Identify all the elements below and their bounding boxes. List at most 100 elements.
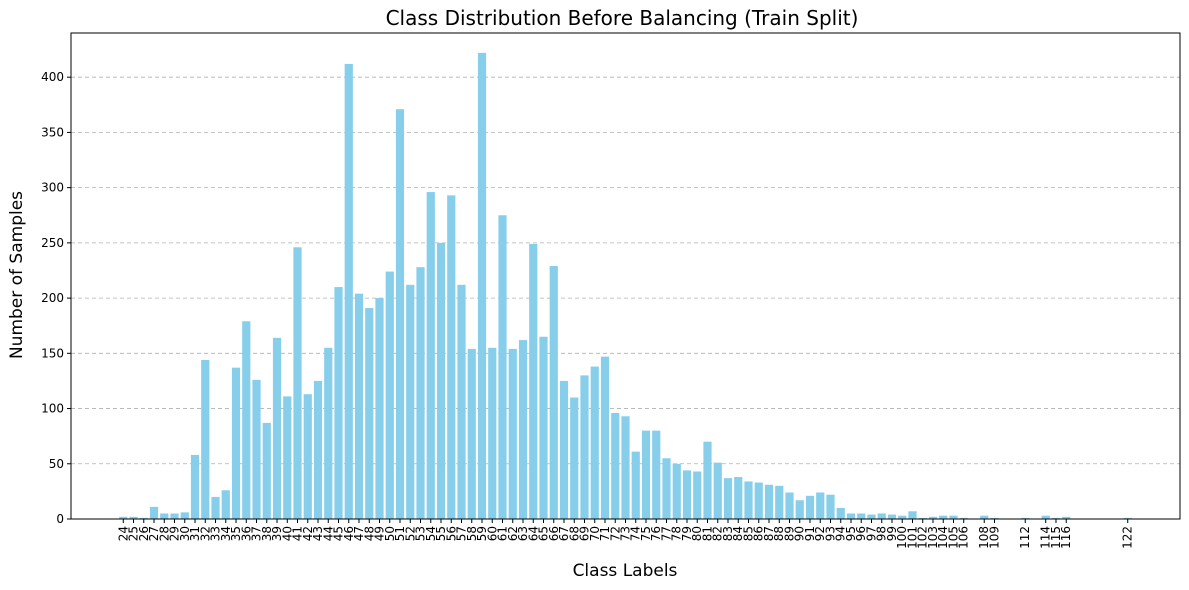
x-tick-label: 116 (1059, 526, 1073, 549)
x-tick-label: 92 (813, 526, 827, 541)
bar (744, 481, 753, 519)
bar (283, 396, 292, 519)
bar (190, 454, 200, 519)
bars (119, 52, 1132, 520)
bar (426, 192, 435, 519)
x-tick-label: 103 (926, 526, 940, 549)
bar (518, 340, 528, 519)
bar (262, 422, 271, 519)
x-tick-label: 85 (741, 526, 755, 541)
bar (467, 348, 476, 519)
bar (693, 471, 702, 519)
bar (498, 215, 507, 519)
x-tick-label: 48 (362, 526, 376, 541)
bar (898, 515, 907, 519)
x-tick-label: 59 (475, 526, 489, 541)
bar (375, 298, 384, 519)
bar (436, 242, 446, 519)
bar (1062, 516, 1071, 519)
bar (529, 243, 538, 519)
bar (457, 284, 466, 519)
bar (939, 515, 948, 519)
x-tick-label: 78 (670, 526, 684, 541)
x-tick-label: 72 (608, 526, 622, 541)
x-tick-label: 37 (250, 526, 264, 541)
x-tick-label: 97 (864, 526, 878, 541)
x-tick-label: 95 (844, 526, 858, 541)
bar (764, 484, 774, 519)
bar (293, 247, 302, 520)
bar (395, 109, 405, 520)
bar (539, 336, 548, 519)
bar (734, 477, 743, 519)
x-tick-label: 38 (260, 526, 274, 541)
x-tick-label: 79 (680, 526, 694, 541)
bar (600, 356, 610, 519)
bar (242, 321, 251, 519)
y-tick-label: 150 (41, 346, 64, 360)
x-tick-label: 36 (239, 526, 253, 541)
x-tick-label: 96 (854, 526, 868, 541)
x-axis-label: Class Labels (573, 561, 678, 581)
x-tick-label: 52 (403, 526, 417, 541)
bar (846, 513, 856, 519)
x-tick-label: 115 (1049, 526, 1063, 549)
x-tick-label: 74 (629, 526, 643, 541)
x-tick-label: 93 (823, 526, 837, 541)
x-tick-label: 99 (885, 526, 899, 541)
bar (385, 271, 394, 519)
x-tick-label: 56 (444, 526, 458, 541)
bar (826, 494, 835, 519)
bar (641, 430, 651, 519)
x-tick-label: 91 (803, 526, 817, 541)
bar (129, 516, 138, 519)
x-tick-label: 68 (567, 526, 581, 541)
bar (570, 397, 579, 519)
chart-title: Class Distribution Before Balancing (Tra… (386, 6, 859, 30)
x-tick-label: 83 (721, 526, 735, 541)
bar (580, 375, 589, 519)
x-tick-label: 81 (700, 526, 714, 541)
x-tick-label: 30 (178, 526, 192, 541)
bar (928, 516, 938, 519)
bar (652, 430, 661, 519)
bar (775, 485, 784, 519)
bar (918, 517, 927, 519)
x-tick-label: 86 (752, 526, 766, 541)
x-tick-label: 80 (690, 526, 704, 541)
bar (160, 513, 169, 519)
bar (805, 495, 815, 519)
bar (590, 366, 599, 519)
x-tick-label: 89 (782, 526, 796, 541)
y-tick-label: 0 (56, 512, 64, 526)
bar (713, 462, 722, 519)
y-tick-label: 250 (41, 236, 64, 250)
bar (662, 458, 671, 519)
x-tick-label: 28 (157, 526, 171, 541)
x-tick-label: 46 (342, 526, 356, 541)
bar (1123, 517, 1132, 519)
x-tick-label: 53 (414, 526, 428, 541)
bar (119, 516, 128, 519)
bar (344, 63, 353, 519)
bar (949, 515, 958, 519)
x-tick-label: 55 (434, 526, 448, 541)
bar (303, 394, 312, 519)
bar (170, 513, 179, 519)
bar (180, 512, 189, 519)
x-tick-label: 100 (895, 526, 909, 549)
x-tick-label: 112 (1018, 526, 1032, 549)
x-tick-label: 47 (352, 526, 366, 541)
bar (354, 293, 364, 519)
x-tick-label: 98 (875, 526, 889, 541)
bar (672, 463, 681, 519)
x-axis: 2425262728293031323334353637383940414243… (116, 519, 1135, 549)
x-tick-label: 54 (424, 526, 438, 541)
bar (795, 500, 804, 519)
x-tick-label: 41 (291, 526, 305, 541)
bar (149, 506, 159, 519)
x-tick-label: 66 (547, 526, 561, 541)
x-tick-label: 27 (147, 526, 161, 541)
bar (334, 287, 343, 519)
